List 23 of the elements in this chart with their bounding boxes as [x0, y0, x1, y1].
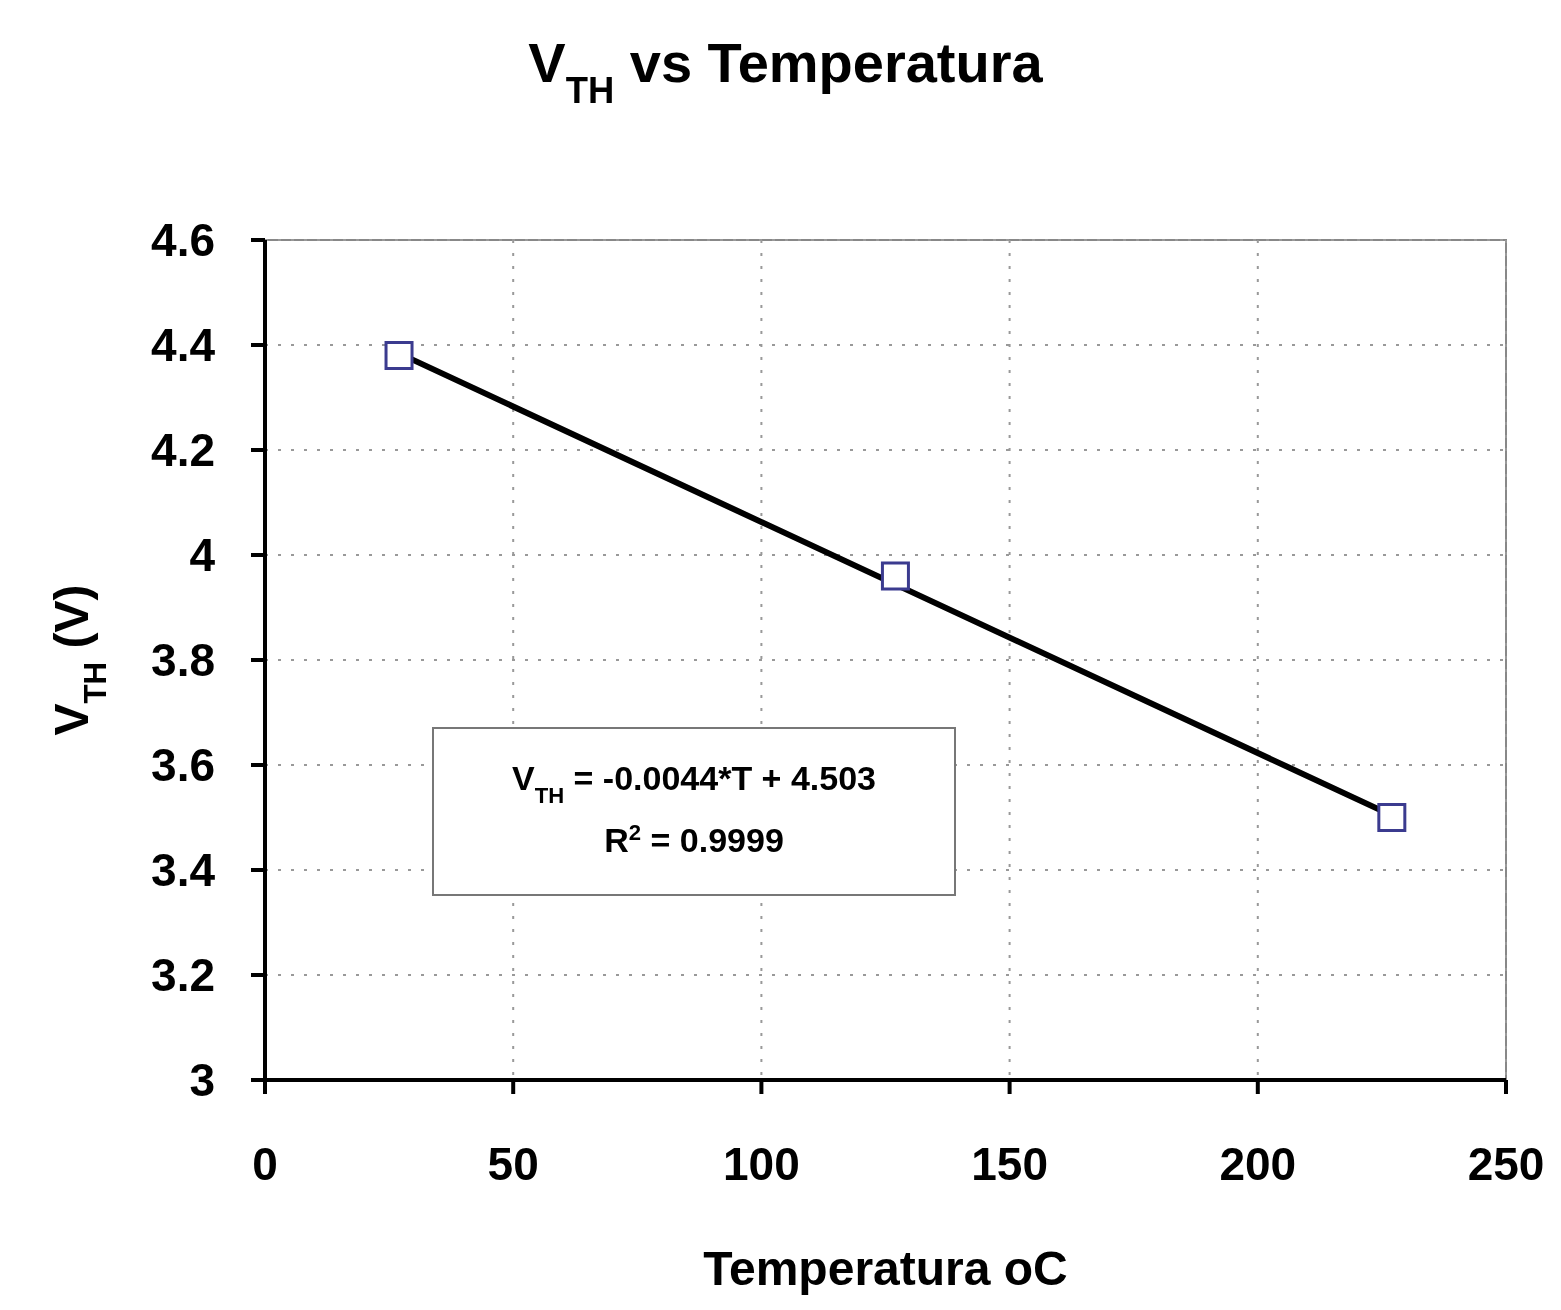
annotation: V$_{TH}$ = -0.0044*T + 4.503 — [511, 759, 877, 808]
chart-title: V$_{TH}$ vs Temperatura — [528, 31, 1044, 111]
y-tick-label: 4 — [189, 529, 216, 582]
x-tick-label: 0 — [252, 1138, 278, 1190]
point — [384, 341, 414, 370]
y-tick-label: 3.8 — [151, 634, 215, 687]
x-tick-label: 250 — [1467, 1138, 1545, 1190]
y-tick-label: 4.4 — [151, 319, 216, 372]
y-tick-label: 3 — [189, 1054, 215, 1107]
y-tick-label: 3.6 — [151, 739, 215, 792]
x-tick-label: 100 — [723, 1138, 800, 1190]
x-tick-label: 200 — [1219, 1138, 1297, 1190]
equation-box: V$_{TH}$ = -0.0044*T + 4.503 R$^{2}$ = 0.9999 — [432, 727, 956, 896]
x-axis-title: Temperatura oC — [703, 1242, 1068, 1295]
annotation: R$^{2}$ = 0.9999 — [604, 819, 784, 859]
y-tick-label: 3.4 — [151, 844, 216, 897]
x-tick-label: 50 — [487, 1138, 539, 1190]
y-tick-label: 4.2 — [151, 424, 215, 477]
point — [1377, 803, 1407, 832]
x-tick-label: 150 — [971, 1138, 1048, 1190]
point — [880, 561, 910, 591]
y-tick-label: 4.6 — [151, 214, 215, 267]
y-tick-label: 3.2 — [151, 949, 215, 1002]
